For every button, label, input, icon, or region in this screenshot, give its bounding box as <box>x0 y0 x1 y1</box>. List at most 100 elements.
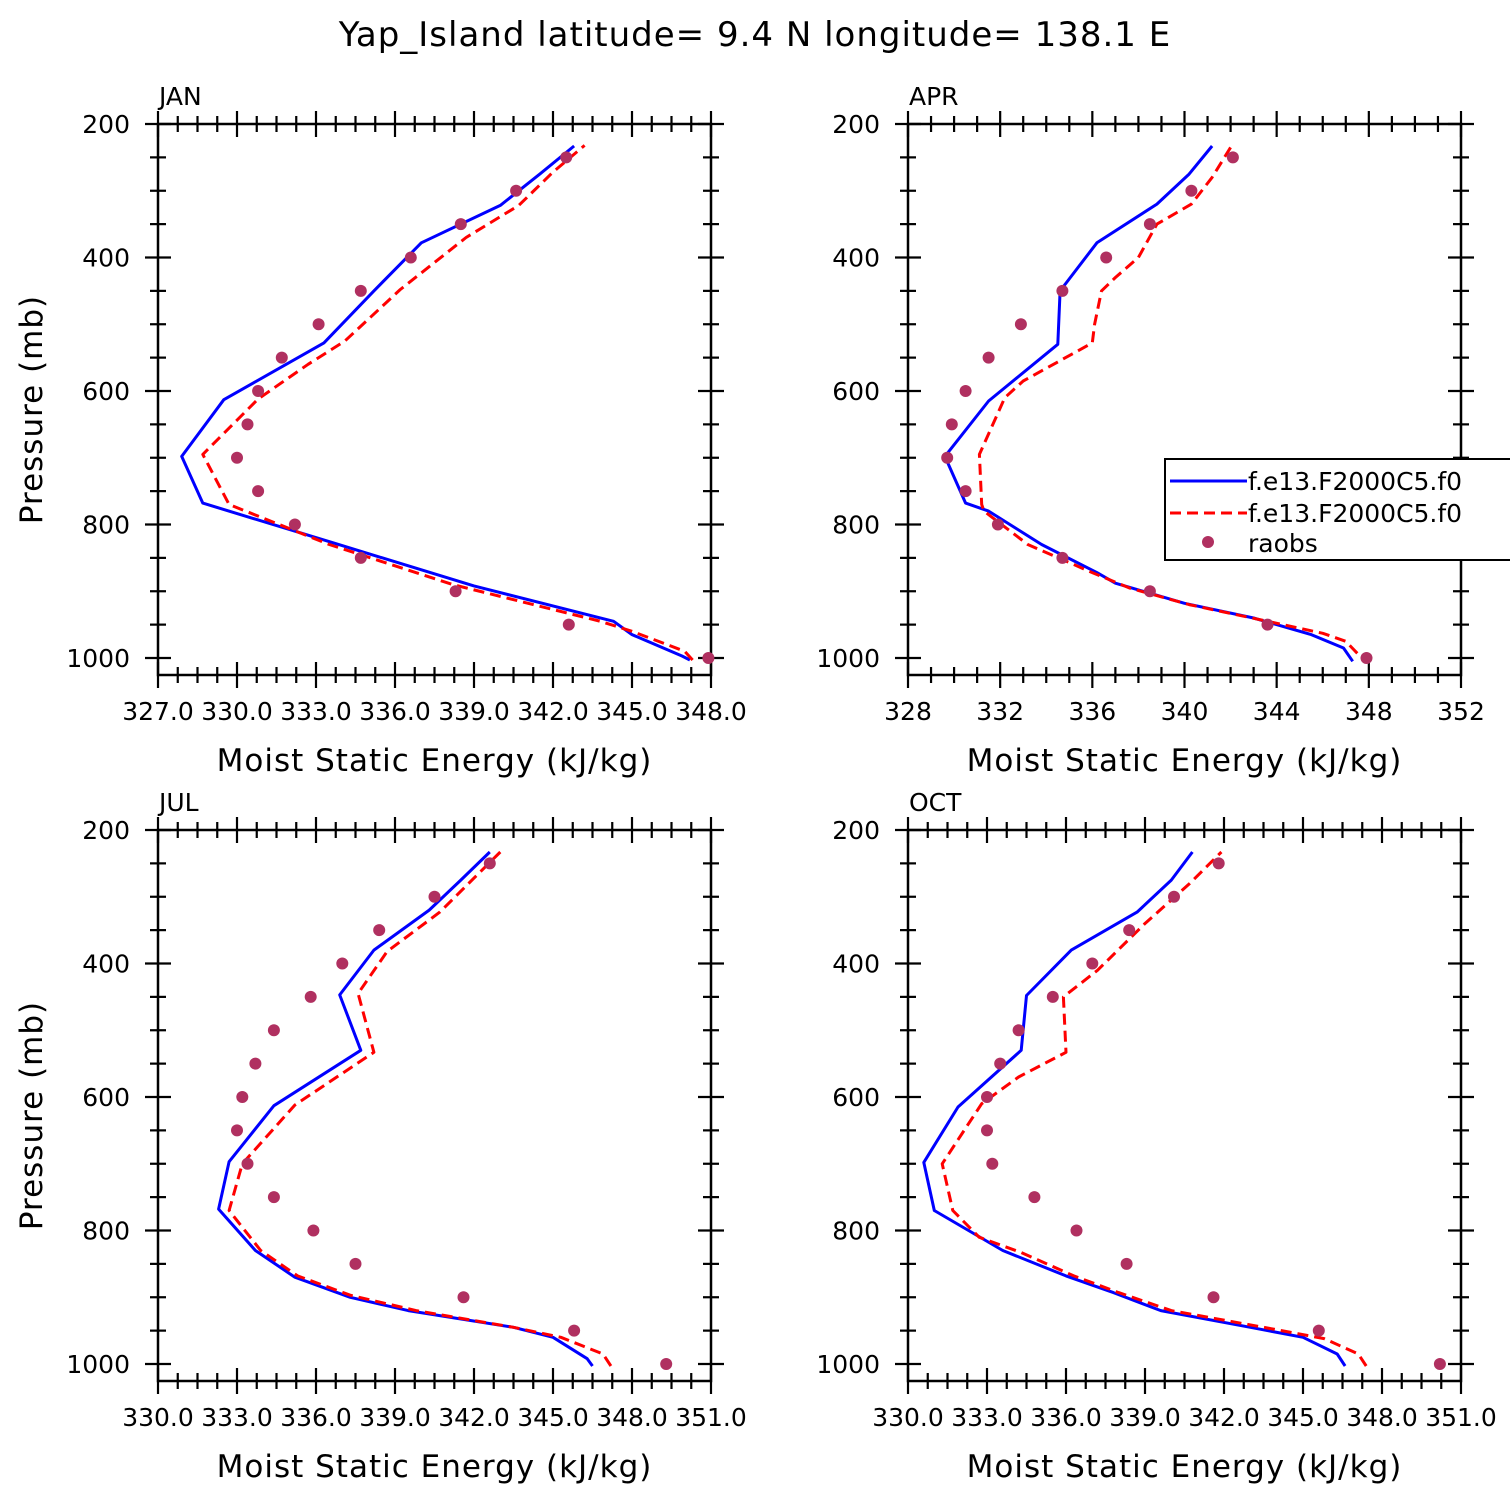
x-tick-label: 342.0 <box>1188 1403 1260 1432</box>
legend-box <box>1164 458 1510 561</box>
raobs-point <box>1012 1024 1025 1037</box>
raobs-point <box>959 485 972 498</box>
y-tick-label: 1000 <box>816 644 880 673</box>
figure-title: Yap_Island latitude= 9.4 N longitude= 13… <box>338 15 1171 55</box>
raobs-point <box>241 1157 254 1170</box>
raobs-point <box>660 1358 673 1370</box>
y-tick-label: 400 <box>832 950 880 979</box>
x-tick-label: 328 <box>884 697 932 726</box>
raobs-point <box>275 351 288 364</box>
raobs-point <box>1100 251 1113 264</box>
y-tick-label: 200 <box>82 816 130 845</box>
raobs-point <box>354 551 367 564</box>
y-tick-label: 600 <box>82 1083 130 1112</box>
x-tick-label: 336 <box>1068 697 1116 726</box>
raobs-point <box>241 418 254 431</box>
raobs-point <box>1014 318 1027 331</box>
raobs-point <box>307 1224 320 1237</box>
x-tick-label: 352 <box>1437 697 1485 726</box>
raobs-point <box>1056 284 1069 297</box>
raobs-point <box>236 1091 249 1103</box>
y-axis-label: Pressure (mb) <box>14 1001 50 1230</box>
plot-area <box>180 144 694 662</box>
raobs-point <box>454 218 467 231</box>
raobs-point <box>483 857 496 870</box>
x-tick-label: 345.0 <box>596 697 668 726</box>
x-tick-label: 351.0 <box>675 1403 747 1432</box>
raobs-point <box>1028 1191 1041 1204</box>
model-dashed-line <box>940 850 1368 1367</box>
y-tick-label: 600 <box>832 377 880 406</box>
raobs-point <box>1185 184 1198 197</box>
y-axis-label: Pressure (mb) <box>14 295 50 524</box>
x-tick-label: 351.0 <box>1425 1403 1497 1432</box>
raobs-point <box>941 451 954 464</box>
raobs-point <box>404 251 417 264</box>
x-tick-label: 336.0 <box>359 697 431 726</box>
y-tick-label: 1000 <box>816 1350 880 1379</box>
legend-entry-label: raobs <box>1248 529 1318 558</box>
raobs-point <box>1168 890 1180 903</box>
panel-title: JAN <box>157 82 202 111</box>
raobs-point <box>1312 1324 1325 1337</box>
raobs-point <box>568 1324 581 1337</box>
raobs-point <box>1056 551 1069 564</box>
x-tick-label: 348.0 <box>675 697 747 726</box>
x-axis-label: Moist Static Energy (kJ/kg) <box>217 743 653 779</box>
x-tick-label: 340 <box>1161 697 1209 726</box>
raobs-point <box>702 652 715 664</box>
raobs-point <box>560 151 573 164</box>
raobs-point <box>354 284 367 297</box>
x-tick-label: 339.0 <box>1109 1403 1181 1432</box>
legend-raobs-swatch <box>1202 536 1214 548</box>
raobs-point <box>1123 924 1136 937</box>
raobs-point <box>994 1057 1007 1070</box>
y-tick-label: 600 <box>82 377 130 406</box>
raobs-point <box>1261 618 1274 631</box>
raobs-point <box>1212 857 1225 870</box>
y-tick-label: 200 <box>82 110 130 139</box>
raobs-point <box>1046 990 1059 1003</box>
x-axis-label: Moist Static Energy (kJ/kg) <box>967 1449 1403 1485</box>
raobs-point <box>1086 957 1099 970</box>
x-tick-label: 333.0 <box>280 697 352 726</box>
panel-title: OCT <box>909 788 962 817</box>
y-tick-label: 200 <box>832 816 880 845</box>
x-tick-label: 336.0 <box>280 1403 352 1432</box>
raobs-point <box>349 1257 362 1270</box>
y-tick-label: 400 <box>832 244 880 273</box>
x-tick-label: 348 <box>1345 697 1393 726</box>
y-tick-label: 400 <box>82 244 130 273</box>
raobs-point <box>288 518 301 531</box>
y-tick-label: 800 <box>832 511 880 540</box>
plot-area <box>217 850 613 1367</box>
x-tick-label: 333.0 <box>201 1403 273 1432</box>
raobs-point <box>959 385 972 397</box>
legend-entry-label: f.e13.F2000C5.f0 <box>1248 499 1462 528</box>
y-tick-label: 600 <box>832 1083 880 1112</box>
y-tick-label: 800 <box>82 1217 130 1246</box>
model-dashed-line <box>977 146 1359 655</box>
x-tick-label: 348.0 <box>1346 1403 1418 1432</box>
x-tick-label: 345.0 <box>1267 1403 1339 1432</box>
x-tick-label: 339.0 <box>438 697 510 726</box>
raobs-point <box>1143 218 1156 231</box>
y-tick-label: 400 <box>82 950 130 979</box>
raobs-point <box>457 1291 470 1304</box>
raobs-point <box>1070 1224 1083 1237</box>
raobs-point <box>304 990 317 1003</box>
raobs-point <box>1433 1358 1446 1370</box>
raobs-point <box>510 184 523 197</box>
raobs-point <box>373 924 386 937</box>
x-tick-label: 342.0 <box>438 1403 510 1432</box>
plot-area <box>922 850 1368 1367</box>
x-tick-label: 339.0 <box>359 1403 431 1432</box>
model-solid-line <box>922 851 1347 1367</box>
panel-title: APR <box>909 82 959 111</box>
